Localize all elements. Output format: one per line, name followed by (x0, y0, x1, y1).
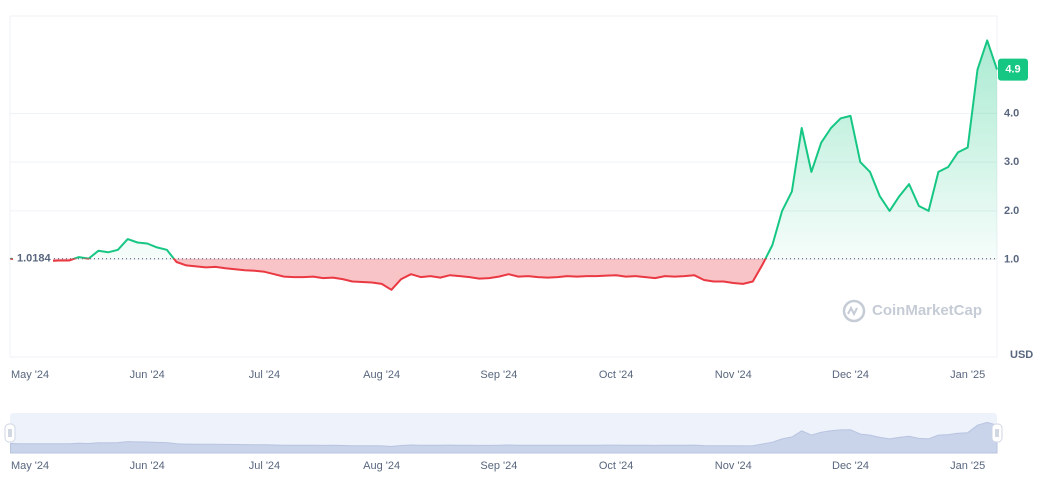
navigator-handle[interactable] (991, 423, 1003, 443)
baseline-label: 1.0184 (17, 253, 52, 265)
navigator-x-tick-label: Jan '25 (950, 460, 985, 472)
x-tick-label: Aug '24 (363, 369, 400, 381)
current-price-badge (998, 58, 1028, 81)
watermark-text: CoinMarketCap (872, 302, 982, 319)
navigator-x-tick-label: Nov '24 (715, 460, 752, 472)
navigator-area (10, 421, 998, 454)
price-area (10, 40, 997, 290)
navigator-x-tick-label: Jul '24 (249, 460, 280, 472)
price-line (10, 39, 998, 291)
x-tick-label: Oct '24 (599, 369, 634, 381)
x-tick-label: Sep '24 (480, 369, 517, 381)
y-tick-label: 4.0 (1004, 107, 1019, 119)
navigator-handle[interactable] (4, 423, 16, 443)
x-tick-label: Jul '24 (249, 369, 280, 381)
navigator-x-tick-label: Dec '24 (832, 460, 869, 472)
navigator[interactable] (10, 413, 997, 453)
navigator-x-tick-label: Sep '24 (480, 460, 517, 472)
watermark: CoinMarketCap (842, 299, 982, 323)
current-price: 4.9 (1005, 63, 1020, 75)
x-tick-label: May '24 (11, 369, 49, 381)
y-tick-label: 2.0 (1004, 205, 1019, 217)
navigator-x-tick-label: May '24 (11, 460, 49, 472)
x-tick-label: Jan '25 (950, 369, 985, 381)
y-axis-unit: USD (1010, 349, 1033, 361)
baseline-label-box (13, 250, 53, 267)
navigator-x-tick-label: Oct '24 (599, 460, 634, 472)
y-tick-label: 3.0 (1004, 156, 1019, 168)
x-tick-label: Dec '24 (832, 369, 869, 381)
y-tick-label: 1.0 (1004, 253, 1019, 265)
navigator-x-tick-label: Aug '24 (363, 460, 400, 472)
navigator-x-tick-label: Jun '24 (130, 460, 165, 472)
x-tick-label: Nov '24 (715, 369, 752, 381)
x-tick-label: Jun '24 (130, 369, 165, 381)
